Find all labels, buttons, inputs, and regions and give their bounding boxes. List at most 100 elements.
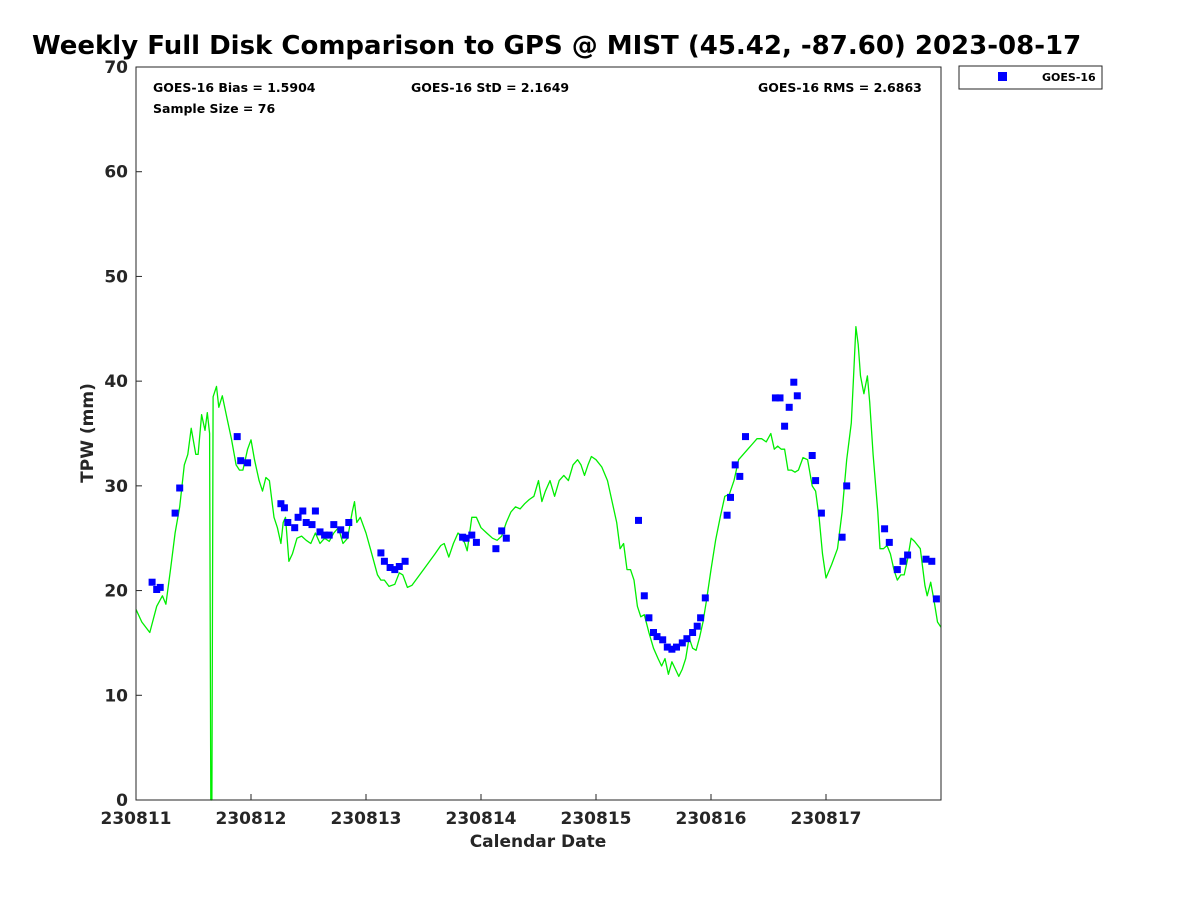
goes16-point [678, 639, 686, 647]
x-tick-label: 230814 [446, 809, 517, 829]
goes16-point [502, 534, 510, 542]
goes16-point [701, 594, 709, 602]
goes16-point [308, 521, 316, 529]
goes16-point [663, 643, 671, 651]
goes16-point [689, 629, 697, 636]
goes16-point [171, 509, 179, 517]
goes16-point [337, 526, 345, 534]
goes16-point [922, 555, 930, 563]
goes16-point [377, 549, 385, 557]
goes16-point [776, 394, 784, 402]
goes16-point [284, 519, 292, 526]
y-tick-label: 60 [104, 163, 128, 183]
y-tick-label: 20 [104, 582, 128, 602]
goes16-point [693, 622, 701, 630]
goes16-point [781, 422, 789, 430]
goes16-point [668, 645, 676, 653]
goes16-point [462, 534, 470, 542]
goes16-point [395, 563, 403, 570]
goes16-point [635, 516, 642, 524]
goes16-point [148, 578, 156, 586]
goes16-point [793, 392, 801, 400]
goes16-point [401, 557, 409, 565]
goes16-point [311, 507, 319, 515]
goes16-point [244, 459, 252, 467]
goes16-point [727, 493, 734, 501]
plot-area-frame [135, 66, 942, 801]
x-axis-label: Calendar Date [470, 832, 607, 852]
goes16-point [386, 564, 394, 571]
goes16-point [838, 533, 846, 541]
x-tick-label: 230817 [791, 809, 862, 829]
goes16-point [468, 531, 476, 539]
goes16-point [928, 557, 936, 565]
goes16-point [321, 531, 329, 539]
goes16-point [899, 557, 907, 565]
y-axis-label: TPW (mm) [78, 383, 98, 483]
goes16-point [472, 538, 480, 546]
goes16-point [723, 511, 731, 519]
goes16-point [932, 595, 940, 603]
goes16-point [156, 583, 164, 591]
x-tick-label: 230816 [676, 809, 747, 829]
goes16-point [659, 636, 667, 644]
goes16-point [299, 507, 307, 515]
x-tick-label: 230811 [101, 809, 172, 829]
gps-line-series [135, 326, 942, 801]
bias-stat: GOES-16 Bias = 1.5904 [153, 80, 316, 95]
x-tick-label: 230813 [331, 809, 402, 829]
goes16-point [812, 477, 820, 485]
y-tick-label: 50 [104, 267, 128, 287]
goes16-point [808, 452, 816, 459]
goes16-point [341, 531, 349, 539]
goes16-point [492, 545, 500, 553]
goes16-point [316, 528, 324, 536]
goes16-point [731, 461, 739, 469]
y-tick-label: 40 [104, 372, 128, 392]
x-tick-label: 230815 [561, 809, 632, 829]
goes16-point [736, 472, 744, 480]
goes16-point [817, 509, 825, 517]
sample-size-stat: Sample Size = 76 [153, 101, 275, 116]
goes16-point [790, 378, 798, 386]
goes16-point [771, 394, 779, 402]
goes16-point [843, 482, 851, 490]
goes16-point [391, 566, 399, 574]
goes16-point [673, 643, 680, 651]
legend-box [958, 65, 1103, 90]
x-axis: 230811 230812 230813 230814 230815 230816 2308… [101, 794, 862, 829]
goes16-point [650, 629, 657, 636]
goes16-point [380, 557, 388, 565]
goes16-point [277, 500, 285, 508]
goes16-point [233, 433, 241, 441]
goes16-scatter-series [148, 378, 940, 653]
goes16-point [653, 633, 661, 641]
goes16-point [237, 457, 245, 465]
goes16-point [683, 635, 691, 643]
goes16-point [291, 524, 299, 532]
goes16-point [645, 614, 653, 622]
goes16-point [294, 513, 302, 521]
legend-marker-goes16 [998, 72, 1007, 81]
chart-title: Weekly Full Disk Comparison to GPS @ MIS… [32, 31, 1081, 61]
goes16-point [697, 614, 705, 622]
goes16-point [302, 519, 310, 526]
goes16-point [345, 519, 353, 526]
y-tick-label: 70 [104, 58, 128, 78]
goes16-point [785, 403, 793, 411]
goes16-point [325, 531, 333, 539]
goes16-point [904, 551, 912, 559]
gps-tpw-line [135, 326, 942, 801]
x-tick-label: 230812 [216, 809, 287, 829]
goes16-point [881, 525, 889, 533]
goes16-point [330, 521, 338, 529]
goes16-point [280, 504, 288, 512]
goes16-point [176, 484, 184, 492]
y-tick-label: 0 [116, 791, 128, 811]
legend-label-goes16: GOES-16 [1042, 71, 1096, 84]
legend: GOES-16 [958, 65, 1103, 90]
goes16-point [893, 566, 901, 574]
y-axis: 0 10 20 30 40 50 60 70 [104, 58, 142, 811]
goes16-point [885, 538, 893, 546]
